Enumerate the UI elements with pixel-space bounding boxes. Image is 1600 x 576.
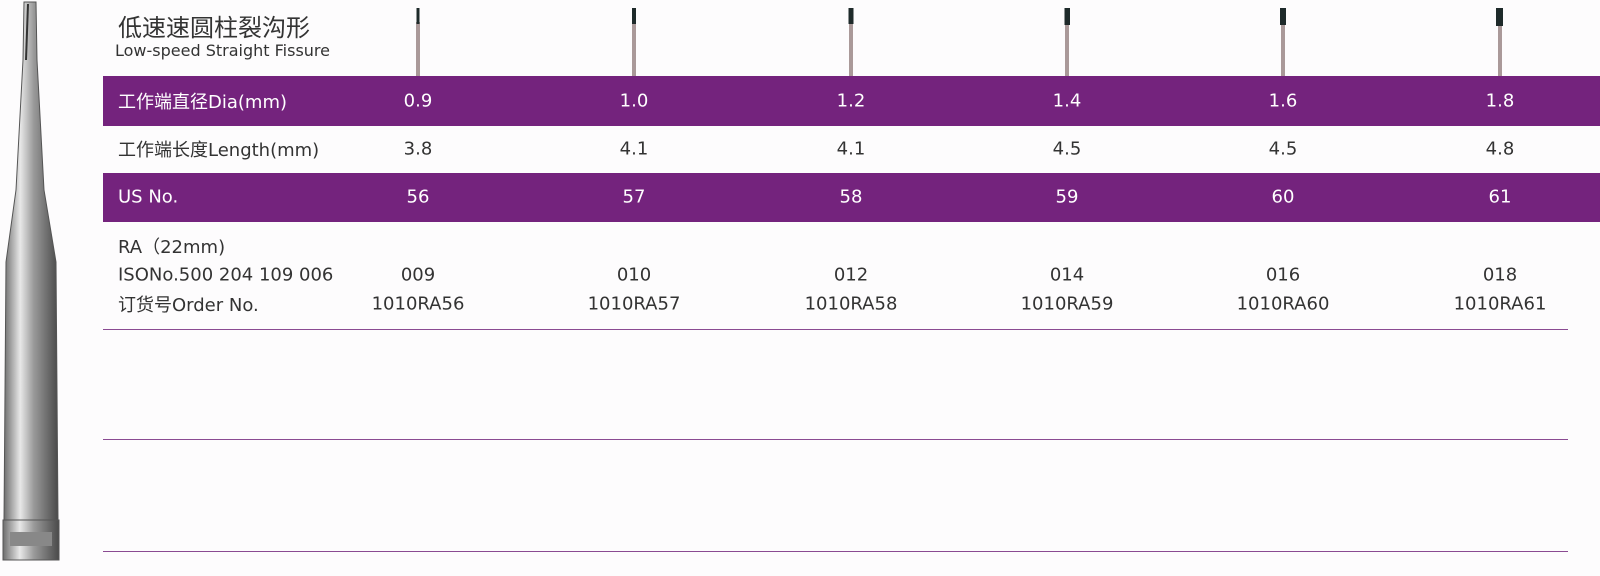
rule [103, 551, 1568, 552]
cell: 61 [1488, 186, 1512, 208]
row-label: 工作端直径Dia(mm) [118, 92, 288, 113]
subtitle: Low-speed Straight Fissure [115, 41, 330, 60]
iso-code: 014 [1049, 264, 1085, 286]
rule [103, 329, 1568, 330]
cell: 4.5 [1052, 138, 1082, 160]
row-label: 订货号Order No. [118, 295, 259, 316]
iso-code: 010 [616, 264, 652, 286]
order-no: 1010RA58 [804, 293, 898, 315]
row-band [103, 173, 1600, 222]
cell: 57 [622, 186, 646, 208]
iso-code: 012 [833, 264, 869, 286]
cell: 4.8 [1485, 138, 1515, 160]
iso-code: 018 [1482, 264, 1518, 286]
cell: 0.9 [403, 90, 433, 112]
cell: 1.4 [1052, 90, 1082, 112]
order-no: 1010RA60 [1236, 293, 1330, 315]
title: 低速速圆柱裂沟形 [118, 14, 310, 42]
cell: 60 [1271, 186, 1295, 208]
rule [103, 439, 1568, 440]
row-label: RA（22mm) [118, 237, 226, 258]
cell: 1.6 [1268, 90, 1298, 112]
iso-code: 016 [1265, 264, 1301, 286]
bur-image [2, 1, 60, 561]
row-label: US No. [118, 186, 179, 208]
cell: 4.1 [836, 138, 866, 160]
cell: 59 [1055, 186, 1079, 208]
order-no: 1010RA57 [587, 293, 681, 315]
row-label: ISONo.500 204 109 006 [118, 264, 334, 286]
cell: 1.2 [836, 90, 866, 112]
order-no: 1010RA61 [1453, 293, 1547, 315]
cell: 4.1 [619, 138, 649, 160]
order-no: 1010RA59 [1020, 293, 1114, 315]
cell: 3.8 [403, 138, 433, 160]
bur-icons [416, 8, 1503, 76]
cell: 4.5 [1268, 138, 1298, 160]
cell: 1.0 [619, 90, 649, 112]
row-band [103, 76, 1600, 126]
cell: 58 [839, 186, 863, 208]
row-label: 工作端长度Length(mm) [118, 140, 320, 161]
order-no: 1010RA56 [371, 293, 465, 315]
iso-code: 009 [400, 264, 436, 286]
cell: 56 [406, 186, 430, 208]
cell: 1.8 [1485, 90, 1515, 112]
